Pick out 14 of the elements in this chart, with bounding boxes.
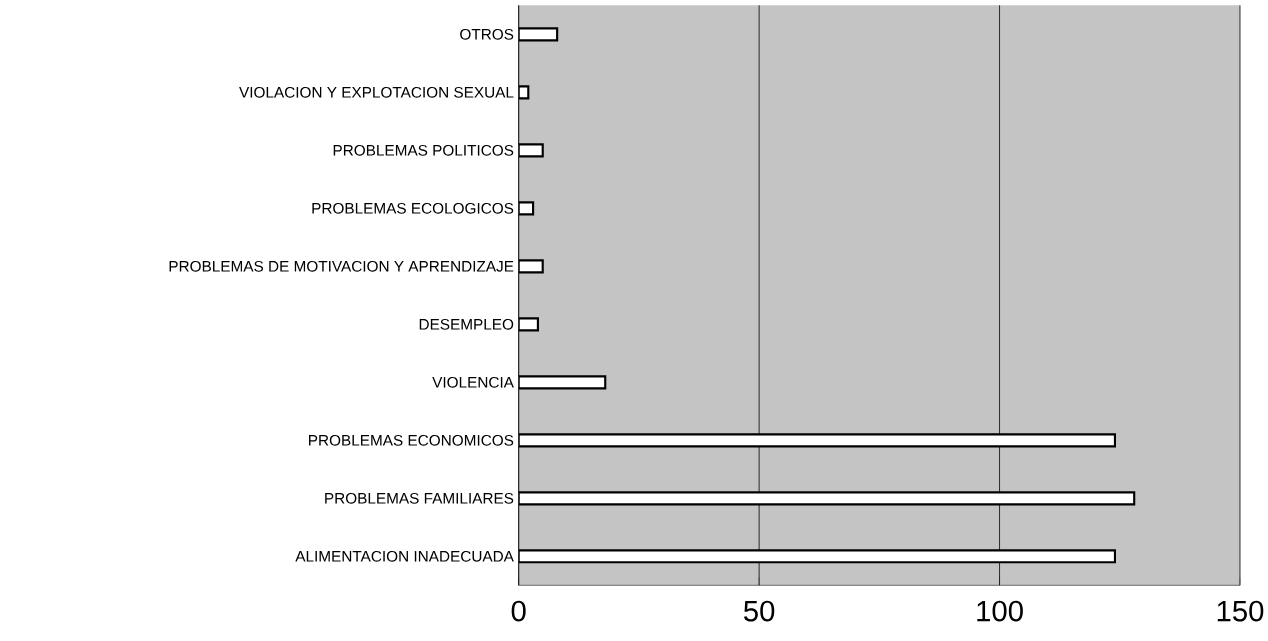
y-tick-label: DESEMPLEO bbox=[419, 318, 514, 330]
y-tick-label: PROBLEMAS ECOLOGICOS bbox=[312, 202, 514, 214]
y-tick-label: PROBLEMAS ECONOMICOS bbox=[309, 434, 514, 446]
y-tick-label: PROBLEMAS DE MOTIVACION Y APRENDIZAJE bbox=[169, 260, 514, 272]
y-tick-label: VIOLENCIA bbox=[432, 376, 514, 388]
y-tick-label: PROBLEMAS POLITICOS bbox=[333, 144, 514, 156]
x-tick-label: 0 bbox=[511, 600, 526, 622]
y-tick-label: VIOLACION Y EXPLOTACION SEXUAL bbox=[239, 86, 514, 98]
x-tick-label: 50 bbox=[743, 600, 775, 622]
x-tick-label: 150 bbox=[1217, 600, 1264, 622]
y-tick-label: ALIMENTACION INADECUADA bbox=[295, 550, 514, 562]
x-tick-label: 100 bbox=[977, 600, 1023, 622]
y-tick-label: OTROS bbox=[460, 28, 514, 40]
y-tick-label: PROBLEMAS FAMILIARES bbox=[325, 492, 514, 504]
